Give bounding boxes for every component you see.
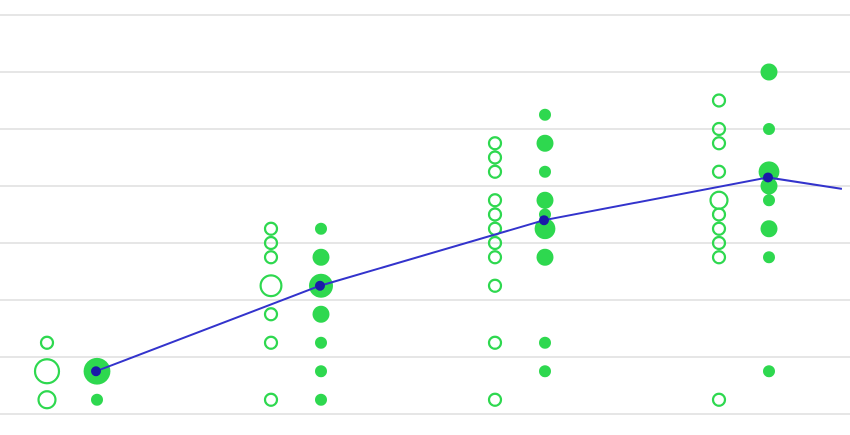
hollow-point <box>263 221 279 236</box>
hollow-point <box>33 358 61 385</box>
filled-point <box>760 63 778 81</box>
grid <box>0 14 850 415</box>
hollow-point <box>711 392 727 407</box>
filled-point <box>539 165 551 178</box>
hollow-point <box>487 150 503 165</box>
data-points <box>33 63 780 410</box>
trend-line <box>95 176 843 373</box>
filled-point <box>763 194 775 207</box>
hollow-point <box>487 164 503 179</box>
filled-point <box>763 123 775 135</box>
filled-point <box>534 218 556 240</box>
hollow-point <box>263 307 279 322</box>
hollow-point <box>487 335 503 350</box>
trend-line-marker <box>91 366 101 377</box>
hollow-point <box>487 207 503 222</box>
trend-line-marker <box>315 280 325 291</box>
hollow-point <box>259 274 283 298</box>
filled-point <box>763 365 775 378</box>
hollow-point <box>709 190 729 210</box>
filled-point <box>539 108 551 121</box>
filled-point <box>312 248 330 266</box>
hollow-point <box>263 235 279 251</box>
trend-line-layer <box>91 172 843 377</box>
hollow-point <box>263 335 279 350</box>
hollow-point <box>487 235 503 251</box>
filled-point <box>315 365 327 378</box>
hollow-point <box>487 193 503 208</box>
hollow-point <box>487 278 503 293</box>
filled-point <box>315 336 327 349</box>
hollow-point <box>487 136 503 151</box>
hollow-point <box>711 235 727 251</box>
hollow-point <box>711 207 727 222</box>
filled-point <box>536 191 554 209</box>
filled-point <box>315 222 327 235</box>
filled-point <box>760 220 778 238</box>
filled-point <box>760 177 778 195</box>
hollow-point <box>263 250 279 265</box>
trend-line-marker <box>763 172 773 183</box>
hollow-point <box>487 250 503 265</box>
filled-point <box>536 248 554 266</box>
hollow-point <box>263 392 279 407</box>
hollow-point <box>711 250 727 265</box>
hollow-point <box>711 121 727 137</box>
hollow-point <box>487 392 503 407</box>
hollow-point <box>37 390 57 410</box>
hollow-point <box>711 164 727 179</box>
filled-point <box>315 393 327 406</box>
filled-point <box>536 134 554 152</box>
filled-point <box>763 251 775 264</box>
filled-point <box>539 336 551 349</box>
trend-line-marker <box>539 215 549 226</box>
hollow-point <box>711 93 727 108</box>
filled-point <box>91 393 103 406</box>
hollow-point <box>711 221 727 236</box>
filled-point <box>539 365 551 378</box>
hollow-point <box>39 335 55 350</box>
hollow-point <box>711 136 727 151</box>
filled-point <box>312 305 330 323</box>
